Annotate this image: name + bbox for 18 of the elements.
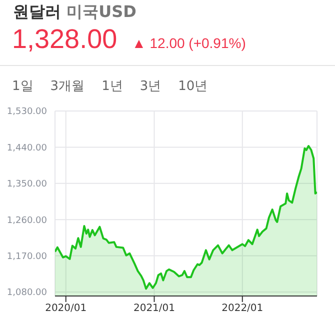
y-tick-label: 1,440.00: [6, 143, 48, 154]
chart-subtitle: 미국USD: [66, 2, 136, 21]
text: 1년: [102, 78, 123, 95]
text: 3년: [140, 78, 162, 95]
text: ▲ 12.00 (+0.91%): [132, 35, 246, 51]
text: 3개월: [50, 78, 85, 95]
chart-title: 원달러: [13, 2, 61, 21]
x-tick-label: 2022/01: [222, 303, 264, 314]
x-tick-label: 2021/01: [133, 303, 176, 314]
text: 1,328.00: [12, 24, 118, 55]
text: 10년: [178, 78, 208, 95]
x-tick-label: 2020/01: [45, 303, 87, 314]
y-tick-label: 1,260.00: [6, 216, 48, 226]
text: 1일: [12, 78, 34, 95]
y-tick-label: 1,080.00: [6, 288, 48, 298]
y-tick-label: 1,530.00: [6, 107, 48, 118]
y-tick-label: 1,170.00: [6, 252, 48, 262]
y-tick-label: 1,350.00: [6, 180, 48, 190]
